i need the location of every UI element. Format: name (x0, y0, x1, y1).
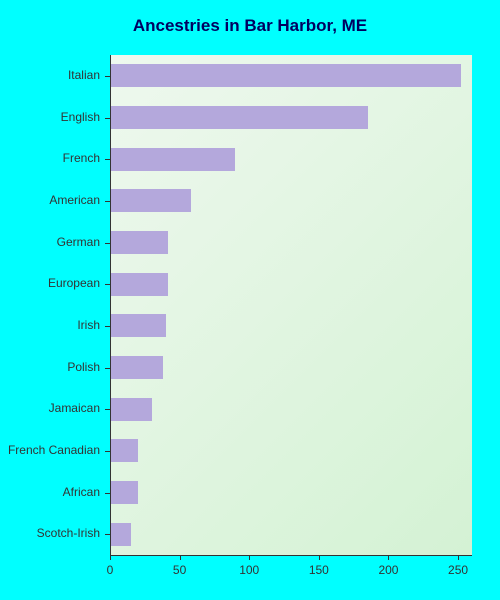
y-axis-label: Jamaican (0, 401, 100, 415)
bar (110, 273, 168, 296)
y-axis-label: Italian (0, 68, 100, 82)
y-axis-label: European (0, 276, 100, 290)
bar (110, 356, 163, 379)
bar (110, 314, 166, 337)
x-tick-label: 200 (373, 563, 403, 577)
y-axis-label: French Canadian (0, 443, 100, 457)
bar (110, 64, 461, 87)
x-tick (110, 555, 111, 560)
x-tick (249, 555, 250, 560)
y-axis-label: English (0, 110, 100, 124)
y-axis-label: French (0, 151, 100, 165)
bar (110, 523, 131, 546)
bar (110, 481, 138, 504)
y-axis-label: German (0, 235, 100, 249)
y-axis-line (110, 55, 111, 555)
page: Ancestries in Bar Harbor, ME City-Data.c… (0, 0, 500, 600)
y-axis-label: Scotch-Irish (0, 526, 100, 540)
y-axis-label: Polish (0, 360, 100, 374)
plot-area (110, 55, 472, 555)
x-tick-label: 100 (234, 563, 264, 577)
x-tick (180, 555, 181, 560)
bar (110, 148, 235, 171)
y-axis-label: African (0, 485, 100, 499)
x-tick-label: 250 (443, 563, 473, 577)
x-tick (388, 555, 389, 560)
bar (110, 231, 168, 254)
bar (110, 439, 138, 462)
chart-title: Ancestries in Bar Harbor, ME (0, 16, 500, 36)
y-axis-label: American (0, 193, 100, 207)
x-tick-label: 0 (95, 563, 125, 577)
x-axis-line (110, 555, 472, 556)
y-axis-label: Irish (0, 318, 100, 332)
bar (110, 189, 191, 212)
bar (110, 398, 152, 421)
x-tick-label: 150 (304, 563, 334, 577)
x-tick (319, 555, 320, 560)
x-tick-label: 50 (165, 563, 195, 577)
x-tick (458, 555, 459, 560)
bar (110, 106, 368, 129)
